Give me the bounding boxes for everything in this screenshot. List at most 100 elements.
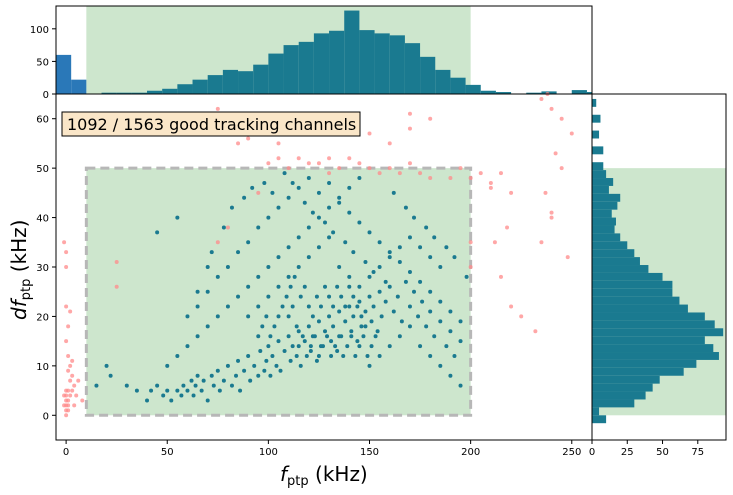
good-channel-point (199, 388, 204, 393)
bad-channel-point (70, 358, 75, 363)
good-channel-point (444, 344, 449, 349)
good-channel-point (306, 255, 311, 260)
good-channel-point (236, 294, 241, 299)
bad-channel-point (367, 131, 372, 136)
good-channel-point (371, 304, 376, 309)
good-channel-point (316, 215, 321, 220)
good-channel-point (221, 225, 226, 230)
bad-channel-point (418, 171, 423, 176)
good-channel-point (225, 265, 230, 269)
right-hist-bar (592, 265, 649, 273)
good-channel-point (308, 349, 313, 354)
good-channel-point (407, 324, 412, 329)
right-x-tick-label: 0 (589, 447, 595, 458)
good-channel-point (169, 398, 174, 403)
right-x-tick-label: 50 (656, 447, 669, 458)
good-channel-point (296, 235, 301, 240)
bad-channel-point (397, 171, 402, 176)
good-channel-point (246, 284, 251, 289)
bad-channel-point (66, 408, 71, 413)
bad-channel-point (66, 398, 71, 403)
good-channel-point (248, 378, 253, 383)
top-y-tick-label: 0 (43, 90, 49, 101)
bad-channel-point (64, 304, 69, 309)
good-channel-point (323, 220, 328, 225)
good-channel-point (424, 225, 429, 230)
good-channel-point (327, 180, 332, 185)
good-channel-point (418, 279, 423, 284)
good-channel-point (397, 334, 402, 339)
good-channel-point (278, 368, 283, 373)
top-hist-bar (131, 92, 148, 94)
bad-channel-point (64, 250, 69, 255)
good-channel-point (205, 289, 210, 294)
good-channel-point (428, 309, 433, 314)
top-hist-bar (283, 45, 299, 94)
good-channel-point (256, 334, 261, 339)
y-tick-label: 50 (36, 164, 49, 175)
good-channel-point (205, 398, 210, 403)
good-channel-point (195, 373, 200, 378)
bad-channel-point (72, 383, 77, 388)
good-channel-point (280, 304, 285, 309)
right-hist-bar (592, 201, 618, 210)
y-tick-label: 20 (36, 312, 49, 323)
good-channel-point (290, 304, 295, 309)
good-channel-point (258, 349, 263, 354)
good-channel-point (286, 245, 291, 250)
x-label-main: f (280, 462, 290, 486)
good-channel-point (359, 324, 364, 329)
top-hist-bar (101, 92, 117, 94)
good-channel-point (238, 388, 243, 393)
good-channel-point (256, 373, 261, 378)
top-hist-bar (404, 43, 421, 94)
y-label-sub: ptp (19, 279, 34, 301)
good-channel-point (407, 269, 412, 274)
bad-channel-point (225, 225, 230, 230)
good-channel-point (375, 329, 380, 334)
right-hist-bar (592, 359, 697, 368)
good-channel-point (195, 304, 200, 309)
bad-channel-point (428, 176, 433, 181)
good-channel-point (308, 344, 313, 349)
good-channel-point (229, 205, 234, 210)
good-channel-point (323, 329, 328, 334)
right-hist-bar (592, 241, 628, 250)
good-channel-point (365, 353, 370, 358)
good-channel-point (383, 299, 388, 304)
good-channel-point (345, 344, 350, 349)
good-channel-point (94, 383, 99, 388)
good-channel-point (329, 339, 334, 344)
right-hist-bar (592, 312, 705, 321)
good-channel-point (302, 200, 307, 205)
bad-channel-point (76, 378, 81, 383)
x-tick-label: 50 (161, 447, 174, 458)
bad-channel-point (256, 190, 261, 195)
bad-channel-point (246, 136, 251, 141)
good-channel-point (286, 195, 291, 200)
right-hist-bar (592, 217, 616, 226)
good-channel-point (298, 294, 303, 299)
good-channel-point (347, 284, 352, 289)
good-channel-point (296, 329, 301, 334)
bad-channel-point (559, 116, 564, 121)
good-channel-point (333, 344, 338, 349)
good-channel-point (211, 383, 216, 388)
good-channel-point (286, 274, 291, 279)
good-channel-point (387, 284, 392, 289)
good-channel-point (215, 274, 220, 279)
good-channel-point (270, 190, 275, 195)
bad-channel-point (543, 190, 548, 195)
right-hist-bar (592, 304, 688, 313)
good-channel-point (347, 185, 352, 190)
good-channel-point (318, 304, 323, 309)
good-channel-point (193, 383, 198, 388)
bad-channel-point (327, 156, 332, 161)
bad-channel-point (64, 339, 69, 344)
good-channel-point (383, 279, 388, 284)
good-channel-point (155, 383, 160, 388)
right-hist-bar (592, 185, 609, 194)
bad-channel-point (533, 329, 538, 334)
good-channel-point (290, 180, 295, 185)
top-hist-outlier-bar (56, 54, 72, 94)
